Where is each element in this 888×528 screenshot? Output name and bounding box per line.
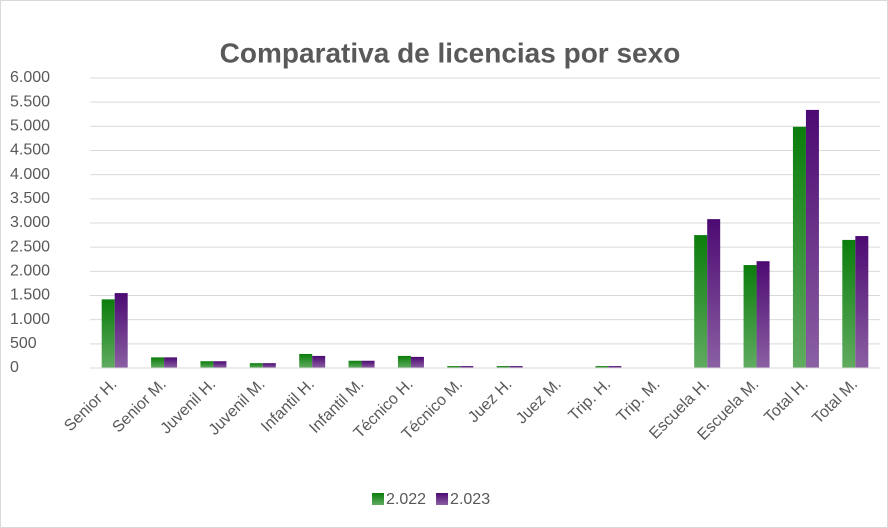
bar	[447, 366, 461, 368]
y-tick-label: 2.500	[10, 238, 50, 255]
bar	[496, 366, 510, 368]
y-tick-label: 5.500	[10, 93, 50, 110]
bar	[805, 109, 819, 369]
y-tick-label: 3.500	[10, 190, 50, 207]
bar	[164, 357, 178, 368]
bar	[249, 363, 263, 368]
y-tick-label: 1.500	[10, 287, 50, 304]
y-tick-label: 4.500	[10, 142, 50, 159]
bar	[460, 366, 474, 368]
bar	[299, 353, 313, 368]
bar	[312, 355, 326, 368]
legend-label: 2.023	[450, 491, 490, 508]
legend-swatch	[436, 493, 449, 505]
bar	[397, 355, 411, 368]
bar	[348, 360, 362, 368]
y-tick-label: 2.000	[10, 263, 50, 280]
bar	[361, 360, 375, 368]
bar	[262, 363, 276, 368]
bar	[707, 219, 721, 368]
bar	[743, 265, 757, 368]
bar	[694, 235, 708, 368]
bar	[792, 126, 806, 368]
bar	[200, 361, 214, 368]
chart-title: Comparativa de licencias por sexo	[220, 37, 681, 68]
bar	[410, 356, 424, 368]
y-tick-label: 6.000	[10, 69, 50, 86]
legend-swatch	[372, 493, 384, 505]
y-tick-label: 4.000	[10, 166, 50, 183]
bar	[608, 366, 622, 368]
bar	[509, 366, 523, 368]
y-tick-label: 1.000	[10, 311, 50, 328]
bar	[213, 361, 227, 368]
bar	[151, 357, 165, 368]
y-tick-label: 3.000	[10, 214, 50, 231]
bar	[842, 239, 856, 368]
bar	[114, 293, 128, 368]
y-tick-label: 5.000	[10, 118, 50, 135]
bar	[756, 261, 770, 368]
legend-label: 2.022	[386, 491, 426, 508]
y-tick-label: 500	[10, 335, 37, 352]
bar	[101, 299, 115, 368]
bar	[855, 236, 869, 368]
y-tick-label: 0	[10, 359, 19, 376]
bar	[595, 366, 609, 368]
